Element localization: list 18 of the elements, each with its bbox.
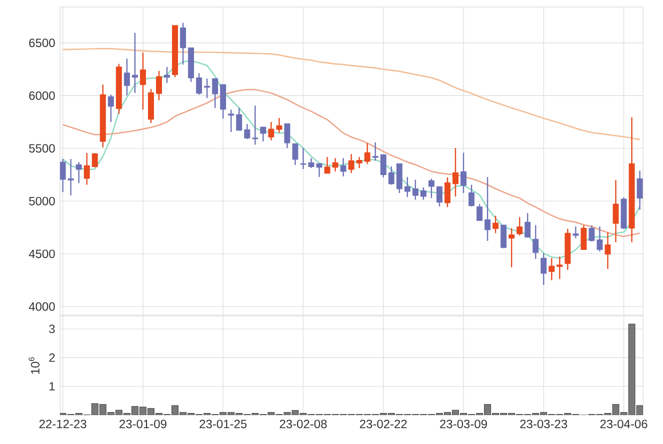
y-tick-label: 6000: [29, 91, 55, 100]
y-tick-label: 1: [50, 382, 55, 390]
y-tick-label: 4500: [28, 250, 55, 258]
y-tick-label: 5500: [29, 144, 55, 153]
x-tick-label: 23-01-25: [200, 420, 247, 428]
x-tick-label: 23-03-09: [440, 420, 487, 428]
y-tick-label: 3: [49, 324, 55, 334]
y-tick-label: 2: [49, 353, 55, 362]
x-tick-label: 23-04-06: [600, 420, 648, 428]
y-axis-title: 10$^{6}$: [28, 357, 40, 374]
x-tick-label: 22-12-23: [39, 420, 86, 428]
x-tick-label: 23-02-08: [280, 420, 327, 428]
x-tick-label: 23-01-09: [120, 420, 166, 428]
y-tick-label: 5000: [29, 196, 55, 206]
y-tick-label: 4000: [28, 302, 55, 311]
y-tick-label: 6500: [29, 38, 55, 48]
x-tick-label: 23-03-23: [520, 420, 568, 428]
x-tick-label: 23-02-22: [360, 420, 407, 428]
